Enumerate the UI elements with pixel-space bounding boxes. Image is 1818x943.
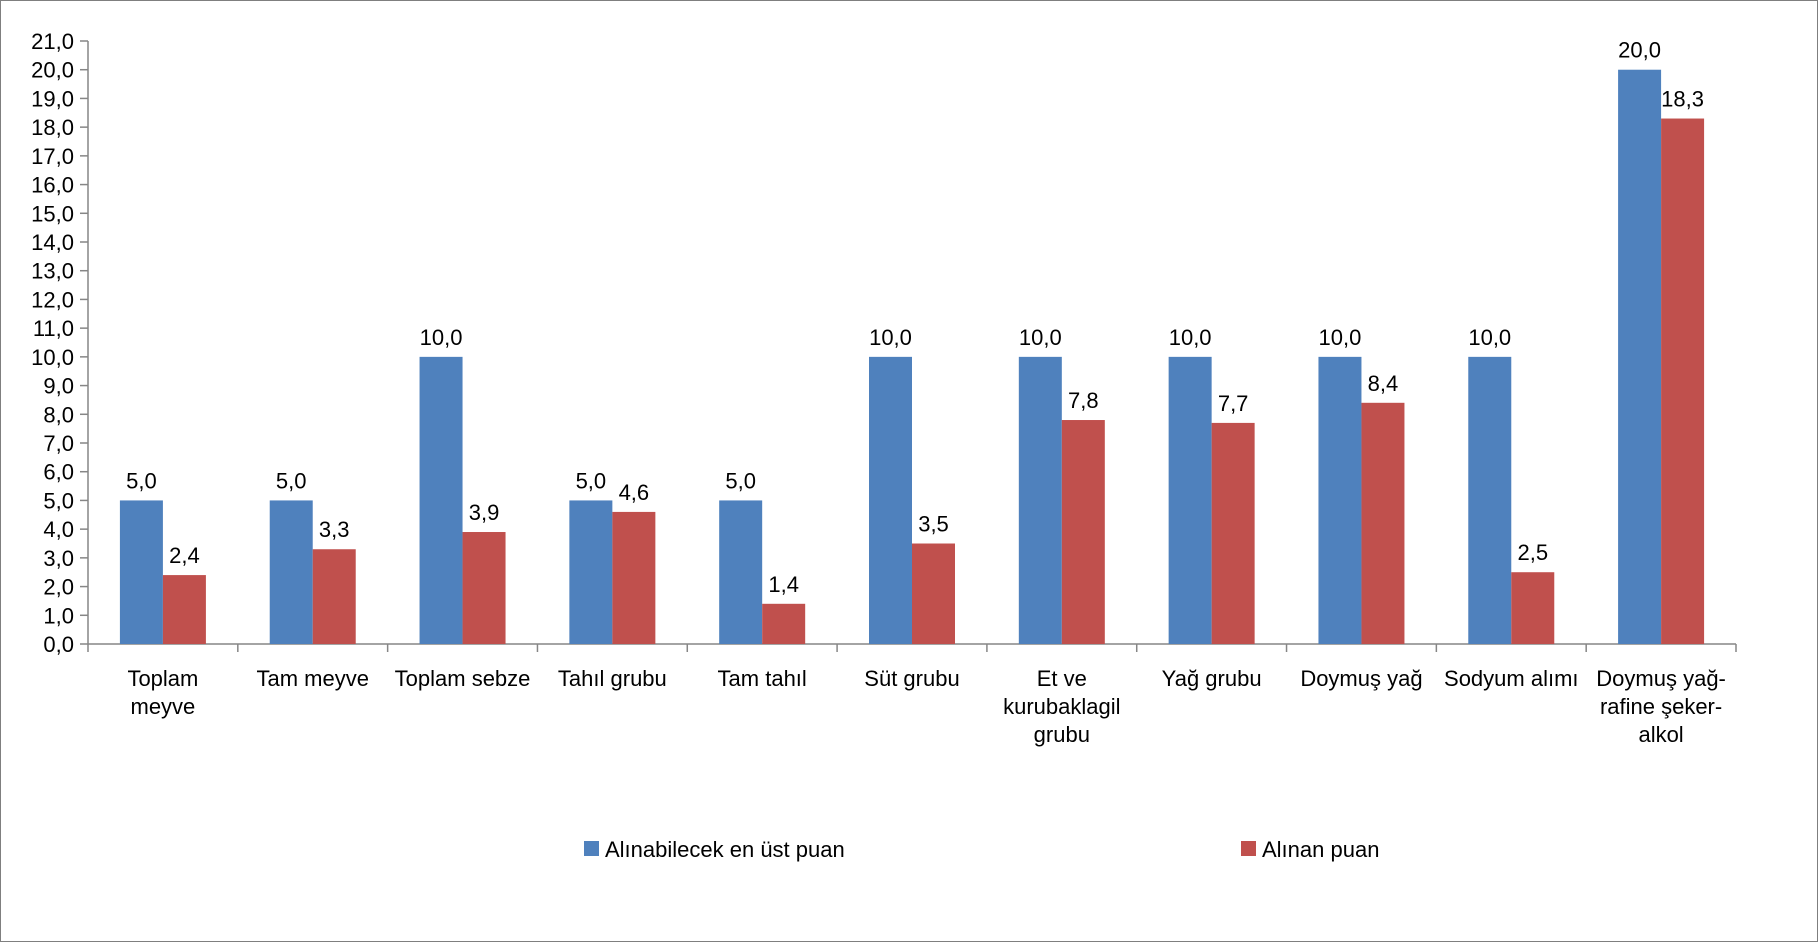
bar-received-score <box>762 603 806 644</box>
y-tick-label: 14,0 <box>31 230 74 255</box>
y-tick-label: 9,0 <box>43 374 74 399</box>
y-tick-label: 2,0 <box>43 575 74 600</box>
data-label: 5,0 <box>725 468 756 493</box>
bar-max-score <box>719 500 763 644</box>
data-label: 5,0 <box>576 468 607 493</box>
x-category-label: Süt grubu <box>864 666 959 691</box>
data-label: 7,8 <box>1068 388 1099 413</box>
x-category-label: Et ve <box>1037 666 1087 691</box>
data-label: 10,0 <box>869 325 912 350</box>
bar-received-score <box>162 575 206 644</box>
x-category-label: alkol <box>1638 722 1683 747</box>
y-tick-label: 16,0 <box>31 173 74 198</box>
y-tick-label: 7,0 <box>43 431 74 456</box>
x-category-label: rafine şeker- <box>1600 694 1722 719</box>
y-tick-label: 17,0 <box>31 144 74 169</box>
bar-received-score <box>462 532 506 644</box>
x-category-label: Toplam sebze <box>395 666 531 691</box>
bar-received-score <box>1661 118 1705 645</box>
data-label: 3,9 <box>469 500 500 525</box>
y-tick-label: 13,0 <box>31 259 74 284</box>
data-label: 10,0 <box>1019 325 1062 350</box>
data-label: 20,0 <box>1618 38 1661 63</box>
data-label: 3,5 <box>918 512 949 537</box>
x-category-label: Sodyum alımı <box>1444 666 1579 691</box>
y-tick-label: 15,0 <box>31 201 74 226</box>
x-category-label: Toplam <box>127 666 198 691</box>
y-tick-label: 19,0 <box>31 86 74 111</box>
data-label: 10,0 <box>1319 325 1362 350</box>
data-label: 2,4 <box>169 543 200 568</box>
bar-max-score <box>569 500 613 644</box>
x-category-label: Tahıl grubu <box>558 666 667 691</box>
bar-received-score <box>1061 420 1105 644</box>
x-category-label: grubu <box>1034 722 1090 747</box>
bar-received-score <box>1211 422 1255 644</box>
legend-swatch <box>1241 841 1256 856</box>
y-tick-label: 11,0 <box>33 316 74 341</box>
y-tick-label: 4,0 <box>43 517 74 542</box>
data-label: 10,0 <box>420 325 463 350</box>
data-label: 4,6 <box>619 480 650 505</box>
data-label: 18,3 <box>1661 87 1704 112</box>
legend-label: Alınan puan <box>1262 837 1379 862</box>
data-label: 2,5 <box>1517 540 1548 565</box>
data-label: 1,4 <box>768 572 799 597</box>
y-tick-label: 21,0 <box>31 29 74 54</box>
x-category-label: kurubaklagil <box>1003 694 1120 719</box>
bar-max-score <box>1168 356 1212 644</box>
y-tick-label: 12,0 <box>31 287 74 312</box>
data-label: 8,4 <box>1368 371 1399 396</box>
bar-max-score <box>1018 356 1062 644</box>
bar-max-score <box>419 356 463 644</box>
x-category-label: Tam meyve <box>256 666 368 691</box>
data-label: 7,7 <box>1218 391 1249 416</box>
bar-received-score <box>912 543 955 644</box>
bar-max-score <box>1618 69 1662 644</box>
x-category-label: Tam tahıl <box>718 666 807 691</box>
bar-max-score <box>269 500 313 644</box>
x-category-label: meyve <box>131 694 196 719</box>
bar-max-score <box>1318 356 1362 644</box>
x-category-label: Doymuş yağ- <box>1596 666 1726 691</box>
bar-received-score <box>312 549 356 644</box>
bar-max-score <box>119 500 163 644</box>
bar-max-score <box>869 356 912 644</box>
y-tick-label: 20,0 <box>31 58 74 83</box>
y-tick-label: 3,0 <box>43 546 74 571</box>
y-tick-label: 18,0 <box>31 115 74 140</box>
bar-max-score <box>1468 356 1512 644</box>
bar-received-score <box>1361 402 1405 644</box>
y-tick-label: 6,0 <box>43 460 74 485</box>
y-tick-label: 1,0 <box>43 603 74 628</box>
data-label: 5,0 <box>126 468 157 493</box>
y-tick-label: 5,0 <box>43 488 74 513</box>
data-label: 3,3 <box>319 517 350 542</box>
legend-swatch <box>584 841 599 856</box>
bar-received-score <box>1511 572 1555 644</box>
y-tick-label: 10,0 <box>31 345 74 370</box>
x-category-label: Doymuş yağ <box>1300 666 1422 691</box>
y-tick-label: 8,0 <box>43 402 74 427</box>
data-label: 10,0 <box>1468 325 1511 350</box>
data-label: 10,0 <box>1169 325 1212 350</box>
bar-received-score <box>612 511 656 644</box>
x-category-label: Yağ grubu <box>1162 666 1262 691</box>
legend-label: Alınabilecek en üst puan <box>605 837 845 862</box>
y-tick-label: 0,0 <box>43 632 74 657</box>
data-label: 5,0 <box>276 468 307 493</box>
